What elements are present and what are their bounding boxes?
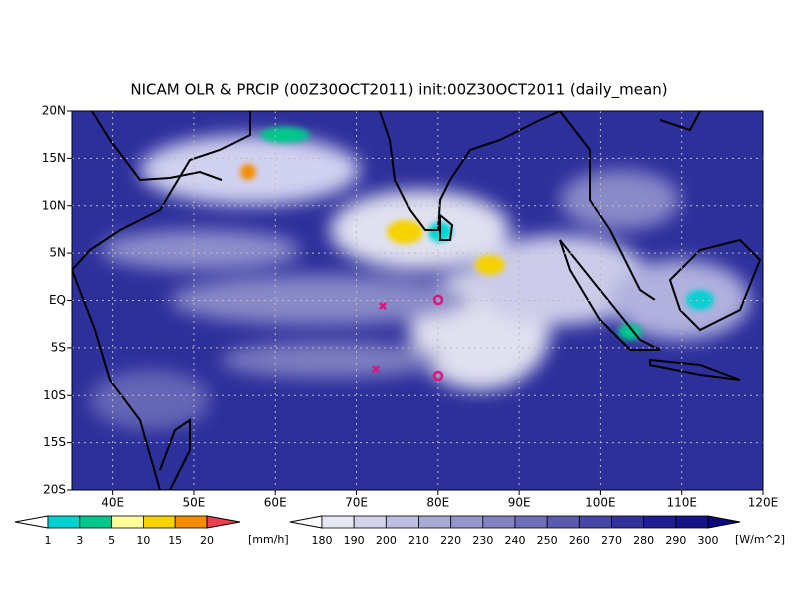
colorbar-unit: [W/m^2] — [735, 533, 785, 546]
colorbar-label: 220 — [440, 534, 461, 547]
colorbar-unit: [mm/h] — [248, 533, 289, 546]
lon-label: 100E — [585, 496, 616, 510]
colorbar-label: 280 — [633, 534, 654, 547]
lon-label: 40E — [101, 496, 124, 510]
colorbar-box — [321, 515, 355, 529]
colorbar-box — [47, 515, 81, 529]
colorbar-end — [289, 515, 323, 529]
colorbar-end — [707, 515, 741, 529]
lon-label: 120E — [748, 496, 779, 510]
lon-label: 90E — [508, 496, 531, 510]
colorbar-box — [450, 515, 484, 529]
colorbar-box — [142, 515, 176, 529]
map-field — [72, 111, 763, 490]
colorbar-label: 15 — [168, 534, 182, 547]
colorbar-label: 180 — [312, 534, 333, 547]
colorbar-box — [578, 515, 612, 529]
map-title: NICAM OLR & PRCIP (00Z30OCT2011) init:00… — [130, 81, 667, 100]
lat-label: 20N — [42, 104, 66, 118]
axis-labels: 20N 15N 10N 5N EQ 5S 10S 15S 20S 40E 50E 60E 70E 80E 9… — [42, 104, 779, 510]
colorbar-box — [643, 515, 677, 529]
colorbar-label: 300 — [698, 534, 719, 547]
grid-lines — [72, 111, 763, 490]
lon-label: 80E — [426, 496, 449, 510]
coastline — [72, 111, 762, 490]
precip-field — [240, 127, 714, 340]
colorbar-box — [611, 515, 645, 529]
colorbar-box — [353, 515, 387, 529]
lat-label: 5S — [51, 340, 66, 354]
colorbar-label: 200 — [376, 534, 397, 547]
colorbar-box — [385, 515, 419, 529]
lon-label: 50E — [183, 496, 206, 510]
colorbar-box — [79, 515, 113, 529]
colorbar-label: 290 — [665, 534, 686, 547]
colorbar-label: 5 — [108, 534, 115, 547]
colorbar-box — [482, 515, 516, 529]
colorbar-end — [206, 515, 241, 529]
colorbar-label: 3 — [76, 534, 83, 547]
colorbar-label: 210 — [408, 534, 429, 547]
colorbar-box — [675, 515, 709, 529]
colorbar-box — [514, 515, 548, 529]
colorbar-label: 240 — [505, 534, 526, 547]
lat-label: 10S — [43, 388, 66, 402]
lat-label: 10N — [42, 198, 66, 212]
lat-label: 15N — [42, 151, 66, 165]
colorbar-label: 10 — [136, 534, 150, 547]
colorbar-box — [418, 515, 452, 529]
colorbar-label: 190 — [344, 534, 365, 547]
lon-label: 60E — [264, 496, 287, 510]
colorbar-label: 1 — [45, 534, 52, 547]
colorbar-label: 270 — [601, 534, 622, 547]
lon-label: 110E — [666, 496, 697, 510]
lat-label: EQ — [49, 293, 66, 307]
colorbar-label: 230 — [472, 534, 493, 547]
markers — [372, 294, 444, 382]
cloud-field — [90, 135, 750, 430]
colorbar-end — [14, 515, 49, 529]
lat-label: 20S — [43, 483, 66, 497]
colorbar-label: 20 — [200, 534, 214, 547]
colorbar-box — [546, 515, 580, 529]
lat-label: 5N — [49, 246, 66, 260]
colorbars: 1 3 5 10 15 20 [mm/h] 180 190 200 210 220 230 240 250 2… — [14, 515, 785, 547]
colorbar-label: 260 — [569, 534, 590, 547]
colorbar-box — [174, 515, 208, 529]
lon-label: 70E — [345, 496, 368, 510]
colorbar-box — [111, 515, 144, 529]
colorbar-label: 250 — [537, 534, 558, 547]
lat-label: 15S — [43, 435, 66, 449]
